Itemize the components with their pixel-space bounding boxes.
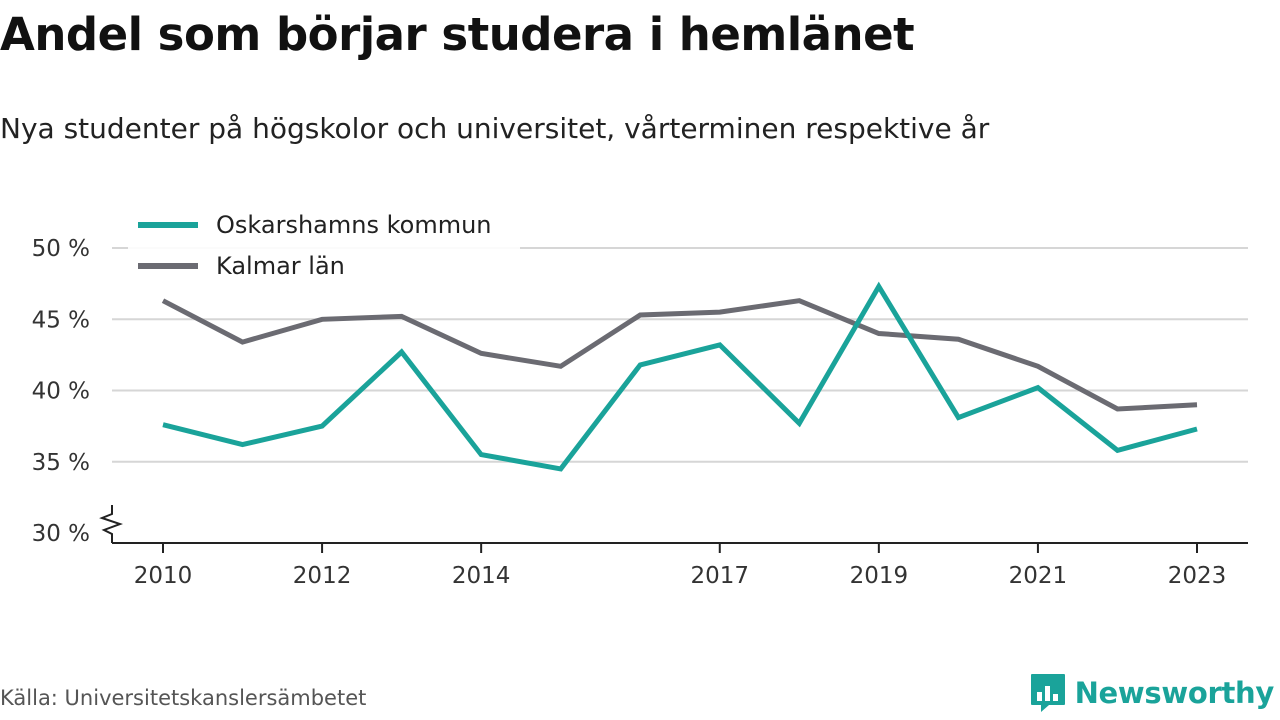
legend-label-oskarshamns: Oskarshamns kommun — [216, 211, 492, 239]
x-tick-label: 2021 — [1009, 563, 1068, 589]
bar-chart-speech-bubble-icon — [1030, 674, 1065, 712]
x-axis-ticks: 2010 2012 2014 2017 2019 2021 2023 — [134, 543, 1227, 589]
legend: Oskarshamns kommun Kalmar län — [128, 205, 520, 285]
brand-logo: Newsworthy — [1029, 672, 1274, 714]
x-tick-label: 2012 — [293, 563, 352, 589]
x-axis — [99, 505, 1248, 544]
axis-break-icon — [99, 505, 123, 543]
x-tick-label: 2010 — [134, 563, 193, 589]
legend-background — [128, 205, 520, 285]
x-tick-label: 2023 — [1168, 563, 1227, 589]
series-line-oskarshamns — [162, 281, 1198, 472]
source-note: Källa: Universitetskanslersämbetet — [0, 686, 367, 710]
legend-label-kalmar: Kalmar län — [216, 252, 345, 280]
series-lines — [161, 281, 1198, 472]
y-tick-label: 30 % — [32, 521, 90, 547]
x-tick-label: 2019 — [850, 563, 909, 589]
chart-title: Andel som börjar studera i hemlänet — [0, 8, 915, 61]
chart-subtitle: Nya studenter på högskolor och universit… — [0, 112, 990, 145]
x-tick-label: 2017 — [690, 563, 749, 589]
y-axis-ticks: 30 % 35 % 40 % 45 % 50 % — [32, 236, 90, 547]
x-tick-label: 2014 — [452, 563, 511, 589]
y-tick-label: 35 % — [32, 450, 90, 476]
y-tick-label: 50 % — [32, 236, 90, 262]
series-line-kalmar — [161, 298, 1198, 412]
brand-name: Newsworthy — [1074, 676, 1275, 710]
y-tick-label: 40 % — [32, 379, 90, 405]
y-tick-label: 45 % — [32, 307, 90, 333]
